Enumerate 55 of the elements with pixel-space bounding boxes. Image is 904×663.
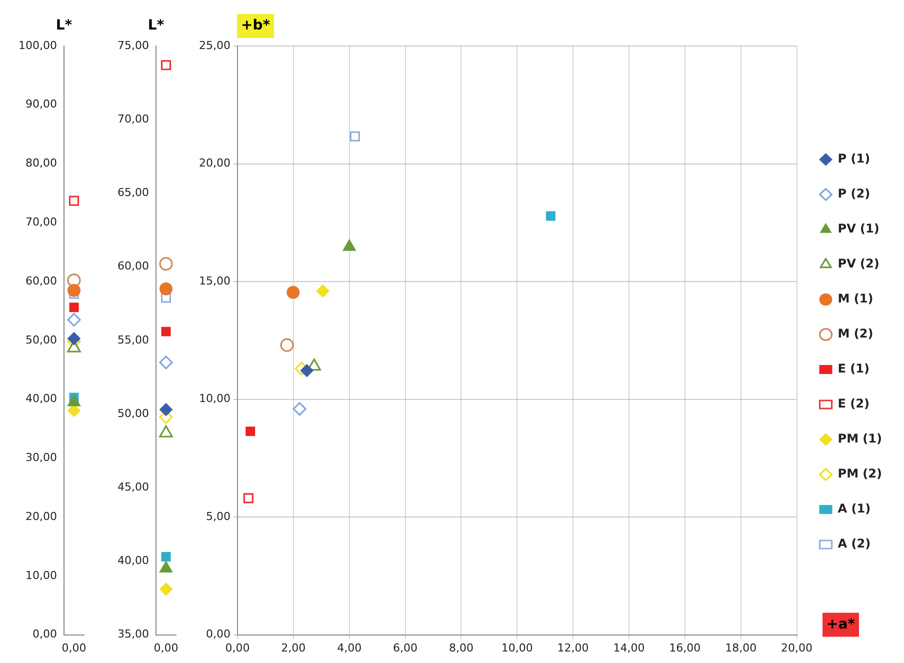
legend-label: PM (2) — [838, 466, 882, 481]
y-tick-label: 35,00 — [118, 628, 149, 641]
legend-label: M (2) — [838, 326, 874, 341]
x-tick-label: 0,00 — [62, 641, 86, 654]
x-tick-label: 18,00 — [725, 641, 757, 654]
y-tick-label: 0,00 — [32, 628, 57, 641]
y-tick-label: 70,00 — [26, 216, 57, 228]
y-tick-label: 75,00 — [118, 38, 149, 52]
legend-label: M (1) — [838, 292, 874, 306]
y-tick-label: 10,00 — [198, 392, 230, 406]
y-tick-label: 10,00 — [26, 568, 57, 582]
legend-label: P (2) — [838, 186, 870, 201]
y-tick-label: 60,00 — [26, 274, 57, 288]
y-tick-label: 25,00 — [198, 38, 230, 52]
y-tick-label: 70,00 — [118, 112, 149, 126]
x-tick-label: 16,00 — [669, 641, 701, 654]
x-tick-label: 10,00 — [501, 641, 533, 654]
y-tick-label: 80,00 — [26, 156, 57, 170]
x-tick-label: 14,00 — [613, 641, 645, 654]
legend-label: PV (1) — [838, 222, 880, 236]
chart-title: L* — [56, 18, 73, 34]
y-tick-label: 50,00 — [118, 406, 149, 420]
legend-label: P (1) — [838, 152, 870, 166]
x-tick-label: 8,00 — [448, 641, 474, 654]
legend-label: PM (1) — [838, 432, 882, 446]
y-tick-label: 90,00 — [26, 98, 57, 111]
y-tick-label: 20,00 — [198, 156, 230, 170]
y-axis-title: +b* — [240, 18, 271, 34]
legend-label: E (2) — [838, 396, 870, 411]
y-tick-label: 50,00 — [26, 333, 57, 346]
x-tick-label: 0,00 — [154, 641, 178, 654]
y-tick-label: 15,00 — [198, 274, 230, 288]
x-axis-title: +a* — [826, 616, 856, 632]
y-tick-label: 40,00 — [118, 554, 149, 568]
y-tick-label: 40,00 — [26, 392, 57, 406]
x-tick-label: 20,00 — [781, 641, 813, 654]
y-tick-label: 30,00 — [26, 451, 57, 464]
y-tick-label: 0,00 — [206, 628, 230, 641]
legend-label: A (1) — [838, 502, 871, 516]
chart-title: L* — [148, 18, 165, 34]
legend-label: A (2) — [838, 536, 871, 551]
x-tick-label: 0,00 — [225, 641, 250, 654]
y-tick-label: 55,00 — [118, 333, 149, 346]
legend-label: E (1) — [838, 362, 870, 376]
x-tick-label: 2,00 — [281, 641, 306, 654]
y-tick-label: 60,00 — [118, 260, 149, 273]
y-tick-label: 20,00 — [26, 510, 57, 523]
y-tick-label: 5,00 — [206, 510, 230, 523]
legend-label: PV (2) — [838, 256, 880, 271]
x-tick-label: 12,00 — [557, 641, 589, 654]
y-tick-label: 45,00 — [118, 480, 149, 494]
x-tick-label: 6,00 — [393, 641, 418, 654]
y-tick-label: 100,00 — [18, 38, 57, 52]
y-tick-label: 65,00 — [118, 186, 149, 200]
x-tick-label: 4,00 — [337, 641, 362, 654]
